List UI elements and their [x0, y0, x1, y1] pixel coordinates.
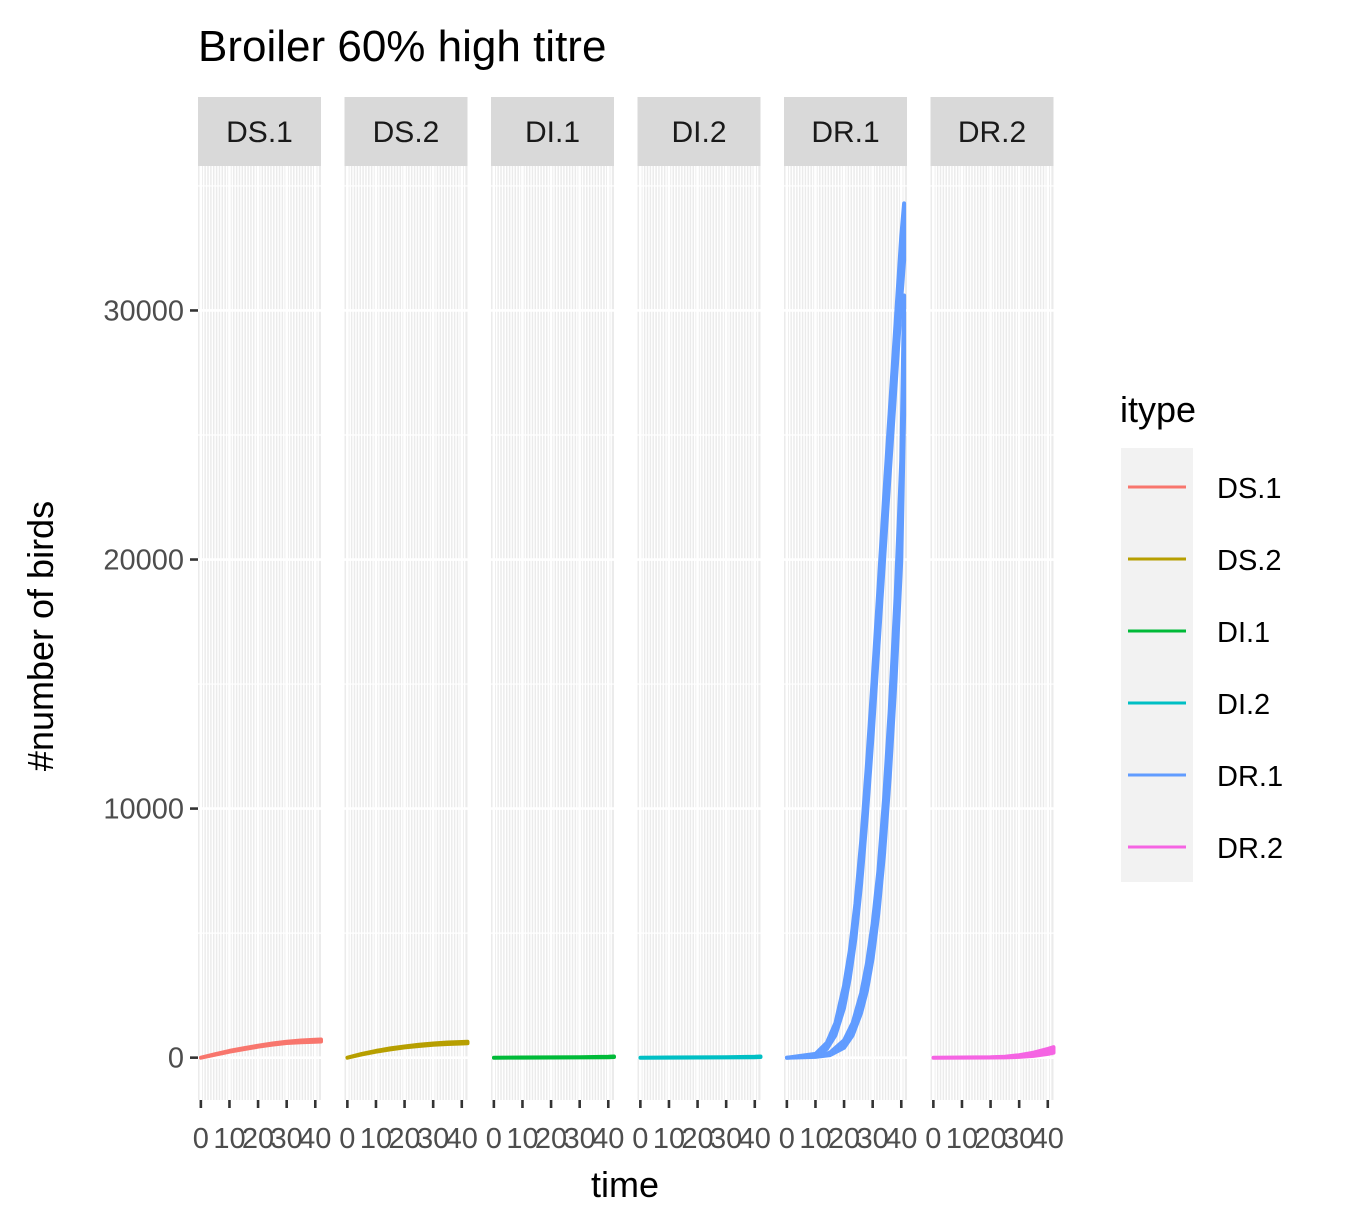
facet-strip-label: DI.2 [671, 116, 726, 149]
x-axis-title: time [591, 1164, 659, 1205]
x-tick-label: 30 [1003, 1123, 1035, 1155]
series-line-di-2 [638, 1054, 763, 1060]
x-tick-label: 30 [710, 1123, 742, 1155]
y-axis: 0 10000 20000 30000 [103, 295, 198, 1075]
x-tick-label: 10 [653, 1123, 685, 1155]
panel-background [344, 166, 468, 1100]
x-tick-label: 40 [446, 1123, 478, 1155]
y-axis-title: #number of birds [20, 501, 61, 771]
legend-label-di-2: DI.2 [1217, 689, 1270, 721]
x-tick-label: 30 [857, 1123, 889, 1155]
chart-title: Broiler 60% high titre [198, 22, 606, 71]
facet-strip [198, 97, 321, 166]
legend-key-background [1121, 448, 1193, 882]
y-tick-label: 20000 [103, 545, 184, 577]
x-tick-label: 10 [799, 1123, 831, 1155]
facet-strip-label: DS.2 [373, 116, 440, 149]
legend-label-ds-1: DS.1 [1217, 473, 1281, 505]
facet-strip-label: DI.1 [525, 116, 580, 149]
series-line-dr-1-1 [784, 201, 907, 1060]
facet-strip [930, 97, 1054, 166]
series-line-dr-2 [931, 1045, 1056, 1060]
x-tick-label: 20 [535, 1123, 567, 1155]
panel-background [930, 166, 1054, 1100]
legend-items: DS.1 DS.2 DI.1 DI.2 DR.1 DR.2 [1128, 473, 1283, 865]
x-tick-label: 10 [946, 1123, 978, 1155]
facet-strip-label: DR.2 [958, 116, 1026, 149]
facet-strip [784, 97, 907, 166]
legend-label-ds-2: DS.2 [1217, 545, 1281, 577]
x-tick-label: 40 [739, 1123, 771, 1155]
x-tick-label: 40 [885, 1123, 917, 1155]
x-tick-label: 30 [271, 1123, 303, 1155]
x-tick-label: 0 [632, 1123, 648, 1155]
x-tick-label: 10 [506, 1123, 538, 1155]
x-tick-label: 0 [486, 1123, 502, 1155]
series-line-ds-2 [345, 1039, 470, 1060]
y-tick-label: 0 [168, 1043, 184, 1075]
x-tick-label: 20 [828, 1123, 860, 1155]
x-tick-label: 40 [1032, 1123, 1064, 1155]
series-line-dr-1-2 [784, 293, 907, 1060]
x-tick-label: 30 [417, 1123, 449, 1155]
panel-background [198, 166, 321, 1100]
x-tick-label: 40 [299, 1123, 331, 1155]
panel-background [637, 166, 761, 1100]
legend: itype DS.1 DS.2 DI.1 DI.2 DR.1 DR.2 [1120, 389, 1283, 882]
facet-strip-label: DR.1 [811, 116, 879, 149]
x-tick-label: 10 [360, 1123, 392, 1155]
x-tick-label: 20 [242, 1123, 274, 1155]
legend-label-dr-2: DR.2 [1217, 833, 1283, 865]
panel-background [784, 166, 907, 1100]
legend-label-dr-1: DR.1 [1217, 761, 1283, 793]
facet-strip-label: DS.1 [226, 116, 293, 149]
panel-background [491, 166, 614, 1100]
x-tick-label: 40 [592, 1123, 624, 1155]
x-tick-label: 30 [564, 1123, 596, 1155]
x-tick-label: 0 [339, 1123, 355, 1155]
x-tick-label: 0 [779, 1123, 795, 1155]
facet-strip [344, 97, 468, 166]
legend-title: itype [1120, 389, 1196, 430]
series-line-di-1 [491, 1054, 616, 1060]
facet-strip [637, 97, 761, 166]
y-tick-label: 30000 [103, 295, 184, 327]
legend-label-di-1: DI.1 [1217, 617, 1270, 649]
series-line-ds-1 [198, 1037, 323, 1060]
x-tick-label: 20 [388, 1123, 420, 1155]
x-tick-label: 0 [925, 1123, 941, 1155]
x-tick-label: 20 [974, 1123, 1006, 1155]
x-tick-label: 10 [213, 1123, 245, 1155]
y-tick-label: 10000 [103, 794, 184, 826]
facet-strip [491, 97, 614, 166]
x-tick-label: 0 [193, 1123, 209, 1155]
x-tick-label: 20 [681, 1123, 713, 1155]
